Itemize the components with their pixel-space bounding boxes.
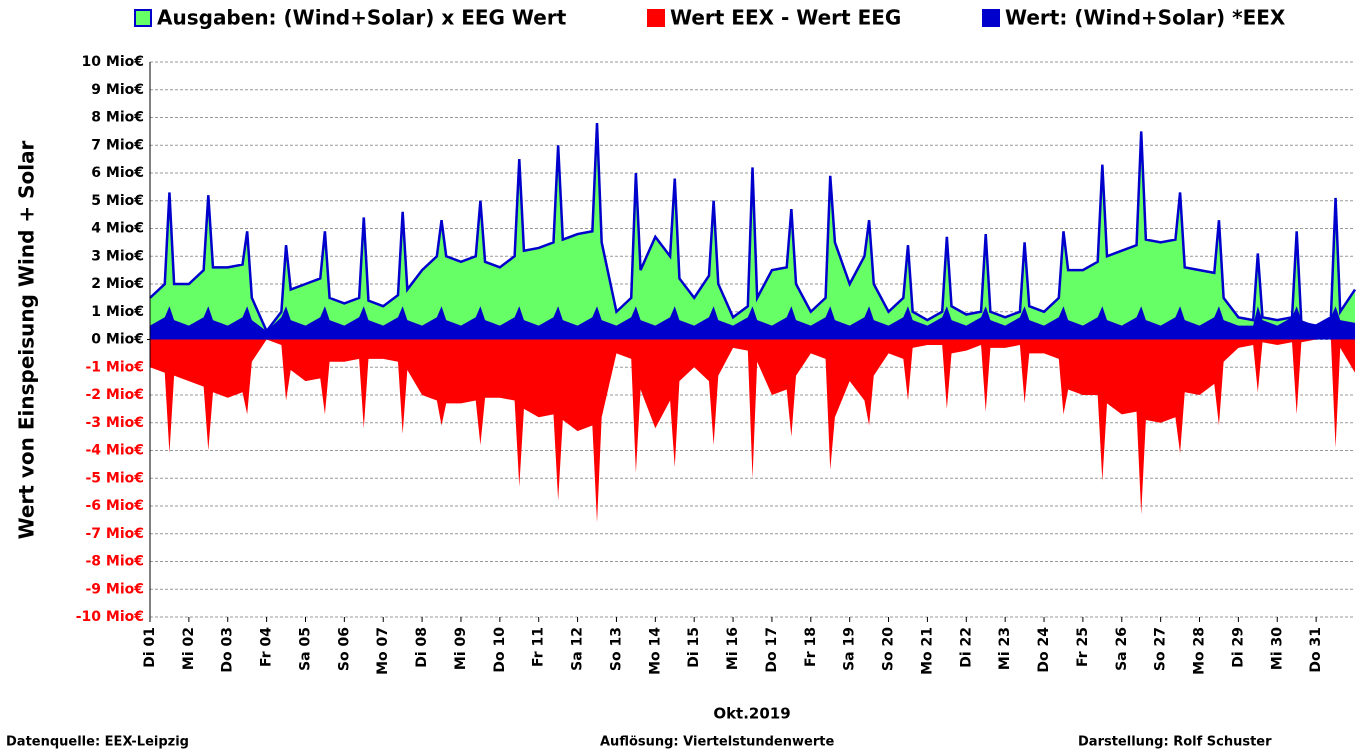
y-axis-title: Wert von Einspeisung Wind + Solar bbox=[15, 140, 39, 539]
y-tick-label: -7 Mio€ bbox=[85, 526, 144, 542]
x-tick-label: Mi 23 bbox=[997, 627, 1013, 670]
y-tick-label: -1 Mio€ bbox=[85, 359, 144, 375]
x-tick-label: Mo 14 bbox=[647, 627, 663, 675]
source-note: Datenquelle: EEX-Leipzig bbox=[6, 735, 189, 750]
legend-label: Ausgaben: (Wind+Solar) x EEG Wert bbox=[157, 6, 567, 30]
y-tick-label: 7 Mio€ bbox=[91, 137, 144, 153]
x-tick-label: Sa 12 bbox=[570, 627, 586, 671]
y-tick-label: -4 Mio€ bbox=[85, 443, 144, 459]
x-tick-label: Fr 18 bbox=[803, 627, 819, 667]
x-tick-label: Fr 25 bbox=[1075, 627, 1091, 667]
x-tick-label: Mo 07 bbox=[375, 627, 391, 675]
x-tick-label: Mi 02 bbox=[181, 627, 197, 670]
y-tick-label: -2 Mio€ bbox=[85, 387, 144, 403]
source-note: Darstellung: Rolf Schuster bbox=[1078, 735, 1272, 750]
y-tick-label: 9 Mio€ bbox=[91, 82, 144, 98]
x-tick-label: Sa 26 bbox=[1114, 627, 1130, 671]
source-note: Auflösung: Viertelstundenwerte bbox=[600, 735, 834, 750]
x-tick-label: Di 22 bbox=[958, 627, 974, 668]
x-tick-label: So 20 bbox=[881, 627, 897, 671]
legend-label: Wert: (Wind+Solar) *EEX bbox=[1005, 6, 1286, 30]
x-tick-label: Mi 16 bbox=[725, 627, 741, 670]
y-tick-label: -3 Mio€ bbox=[85, 415, 144, 431]
x-axis-title: Okt.2019 bbox=[713, 705, 790, 723]
x-tick-label: Do 31 bbox=[1308, 627, 1324, 673]
area bbox=[150, 306, 1355, 340]
legend-swatch bbox=[134, 9, 152, 27]
y-tick-label: 6 Mio€ bbox=[91, 165, 144, 181]
legend-swatch bbox=[647, 9, 665, 27]
x-tick-label: Mi 09 bbox=[453, 627, 469, 670]
y-tick-label: -10 Mio€ bbox=[76, 609, 144, 625]
x-tick-label: Do 10 bbox=[492, 627, 508, 673]
y-tick-label: -5 Mio€ bbox=[85, 470, 144, 486]
area bbox=[150, 339, 1355, 523]
x-tick-label: Di 08 bbox=[414, 627, 430, 668]
x-tick-label: Do 17 bbox=[764, 627, 780, 673]
x-tick-label: Di 01 bbox=[142, 627, 158, 668]
x-tick-label: Sa 19 bbox=[842, 627, 858, 671]
y-tick-label: 2 Mio€ bbox=[91, 276, 144, 292]
y-tick-label: -6 Mio€ bbox=[85, 498, 144, 514]
legend-label: Wert EEX - Wert EEG bbox=[670, 6, 901, 30]
x-tick-label: Mo 21 bbox=[919, 627, 935, 675]
x-tick-label: Do 24 bbox=[1036, 627, 1052, 673]
y-tick-label: 1 Mio€ bbox=[91, 304, 144, 320]
y-tick-label: 10 Mio€ bbox=[82, 54, 144, 70]
x-tick-label: Sa 05 bbox=[297, 627, 313, 671]
y-tick-label: -8 Mio€ bbox=[85, 554, 144, 570]
legend-swatch bbox=[982, 9, 1000, 27]
x-tick-label: So 27 bbox=[1153, 627, 1169, 671]
x-tick-label: Mo 28 bbox=[1192, 627, 1208, 675]
area bbox=[150, 123, 1355, 340]
area-outline bbox=[149, 122, 1357, 334]
x-tick-label: Fr 11 bbox=[531, 627, 547, 667]
x-tick-label: So 13 bbox=[608, 627, 624, 671]
x-tick-label: Mi 30 bbox=[1269, 627, 1285, 670]
y-tick-label: 4 Mio€ bbox=[91, 221, 144, 237]
y-tick-label: 0 Mio€ bbox=[91, 332, 144, 348]
x-tick-label: Di 15 bbox=[686, 627, 702, 668]
x-tick-label: Fr 04 bbox=[259, 627, 275, 667]
x-tick-label: So 06 bbox=[336, 627, 352, 671]
x-tick-label: Do 03 bbox=[220, 627, 236, 673]
x-tick-label: Di 29 bbox=[1230, 627, 1246, 668]
y-tick-label: 5 Mio€ bbox=[91, 193, 144, 209]
y-tick-label: -9 Mio€ bbox=[85, 581, 144, 597]
y-tick-label: 3 Mio€ bbox=[91, 248, 144, 264]
y-tick-label: 8 Mio€ bbox=[91, 110, 144, 126]
